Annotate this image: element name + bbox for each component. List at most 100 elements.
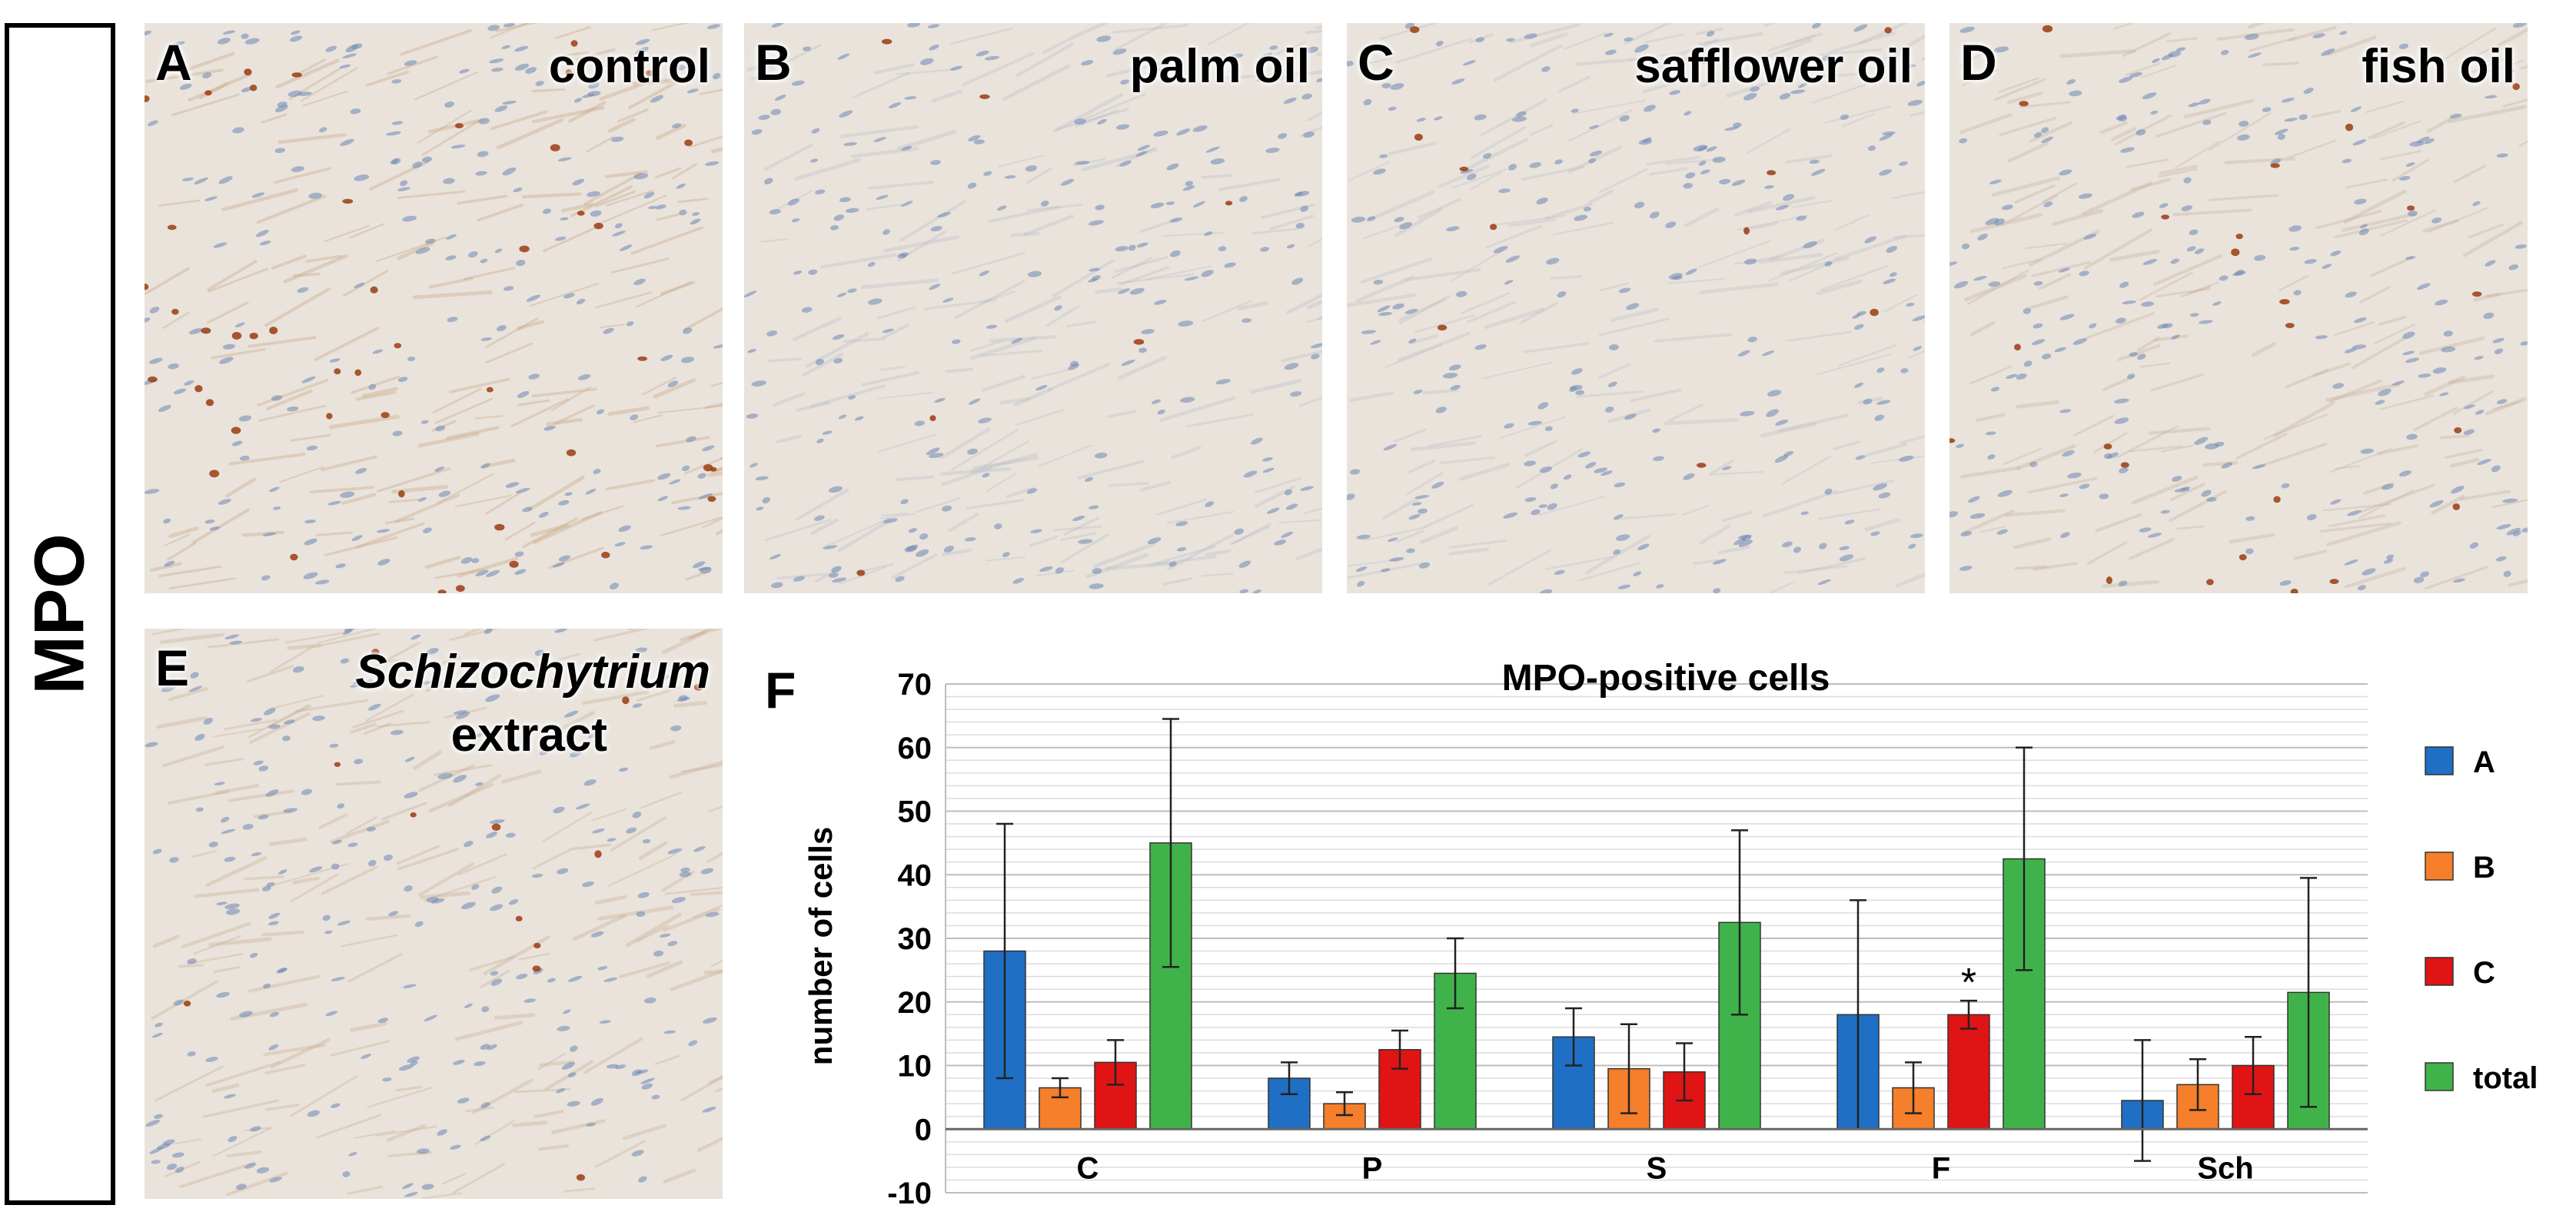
fiber	[2150, 373, 2204, 392]
nucleus	[2322, 264, 2332, 269]
fiber	[1598, 363, 1630, 379]
fiber	[604, 170, 649, 179]
nucleus	[1119, 161, 1132, 167]
nucleus	[239, 1011, 253, 1017]
nucleus	[606, 1064, 619, 1069]
positive-cell	[2273, 496, 2281, 503]
tissue-texture	[1949, 23, 2528, 593]
fiber	[542, 812, 592, 842]
fiber	[1438, 164, 1490, 188]
nucleus	[2078, 193, 2092, 199]
nucleus	[1294, 191, 1304, 197]
nucleus	[682, 327, 693, 334]
y-tick-label: 70	[898, 668, 932, 702]
fiber	[1002, 64, 1070, 101]
nucleus	[1094, 452, 1108, 459]
positive-cell	[710, 466, 717, 472]
nucleus	[2307, 513, 2317, 521]
fiber	[207, 638, 280, 649]
fiber	[208, 267, 268, 293]
fiber	[1093, 542, 1156, 569]
fiber	[2014, 565, 2048, 570]
fiber	[226, 1171, 288, 1197]
fiber	[2392, 158, 2429, 182]
nucleus	[882, 328, 894, 334]
nucleus	[564, 492, 573, 496]
fiber	[294, 699, 368, 713]
nucleus	[686, 436, 696, 443]
fiber	[1487, 549, 1552, 586]
fiber	[1451, 168, 1507, 189]
nucleus	[274, 148, 285, 154]
fiber	[1768, 252, 1838, 282]
nucleus	[770, 108, 781, 115]
fiber	[2095, 513, 2143, 533]
nucleus	[587, 732, 603, 739]
fiber	[1148, 545, 1216, 566]
nucleus	[354, 759, 364, 765]
nucleus	[1177, 547, 1187, 552]
nucleus	[402, 215, 417, 222]
fiber	[882, 235, 959, 253]
fiber	[1734, 201, 1773, 217]
nucleus	[2378, 388, 2392, 397]
fiber	[1408, 460, 1436, 473]
nucleus	[464, 841, 474, 848]
nucleus	[1504, 280, 1514, 285]
nucleus	[791, 218, 800, 223]
nucleus	[1733, 538, 1747, 546]
fiber	[1993, 78, 2046, 101]
nucleus	[1700, 169, 1710, 174]
nucleus	[590, 1097, 603, 1106]
fiber	[776, 434, 803, 443]
positive-cell	[145, 95, 150, 102]
nucleus	[2289, 247, 2300, 251]
nucleus	[1809, 159, 1820, 164]
nucleus	[744, 290, 757, 298]
nucleus	[209, 526, 221, 531]
positive-cell	[645, 70, 656, 77]
fiber	[877, 433, 937, 453]
nucleus	[2453, 578, 2465, 583]
nucleus	[424, 238, 436, 244]
fiber	[1797, 557, 1866, 575]
positive-cell	[2239, 554, 2247, 561]
fiber	[1439, 456, 1496, 464]
fiber	[1077, 460, 1145, 480]
nucleus	[1388, 537, 1398, 542]
fiber	[2016, 400, 2059, 409]
fiber	[597, 905, 674, 921]
fiber	[1785, 154, 1833, 164]
nucleus	[268, 912, 281, 919]
nucleus	[2189, 229, 2199, 236]
nucleus	[2016, 373, 2027, 380]
fiber	[1832, 440, 1860, 451]
positive-cell	[2329, 579, 2339, 585]
fiber	[448, 377, 510, 393]
fiber	[595, 291, 653, 309]
positive-cell	[519, 245, 530, 253]
nucleus	[350, 108, 361, 115]
fiber	[819, 253, 897, 269]
nucleus	[1819, 543, 1827, 549]
nucleus	[747, 348, 756, 354]
fiber	[1388, 141, 1437, 155]
nucleus	[1737, 534, 1752, 539]
nucleus	[303, 572, 318, 579]
nucleus	[2274, 128, 2288, 135]
nucleus	[514, 45, 529, 52]
nucleus	[2281, 483, 2290, 489]
fiber	[1114, 256, 1168, 274]
category-label-C: C	[1077, 1151, 1099, 1185]
fiber	[543, 224, 601, 253]
nucleus	[464, 1003, 473, 1008]
fiber	[274, 167, 332, 184]
nucleus	[290, 30, 301, 35]
nucleus	[340, 138, 354, 146]
nucleus	[461, 685, 475, 690]
nucleus	[181, 178, 194, 181]
fiber	[397, 241, 435, 261]
nucleus	[2344, 559, 2358, 566]
nucleus	[920, 58, 934, 65]
nucleus	[1238, 560, 1251, 568]
